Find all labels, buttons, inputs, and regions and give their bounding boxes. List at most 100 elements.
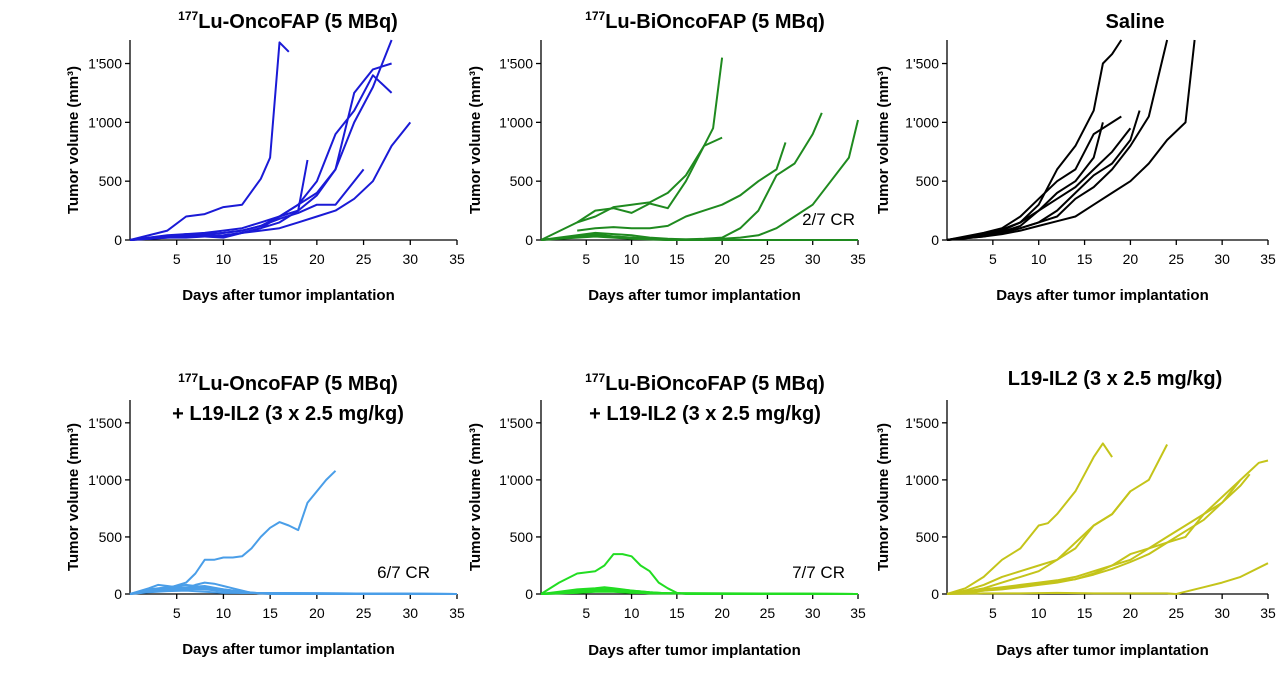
y-tick-label: 500 — [99, 173, 123, 189]
series-line-1 — [946, 442, 1113, 595]
x-tick-label: 30 — [402, 605, 418, 621]
chart-title-line2: + L19-IL2 (3 x 2.5 mg/kg) — [172, 403, 404, 425]
cr-annotation: 2/7 CR — [802, 210, 855, 229]
series-line-3 — [946, 490, 1132, 595]
x-tick-label: 25 — [1168, 251, 1184, 267]
x-tick-label: 35 — [850, 605, 866, 621]
series-line-5 — [946, 473, 1251, 595]
y-tick-label: 500 — [510, 529, 534, 545]
y-tick-label: 500 — [916, 173, 940, 189]
x-tick-label: 35 — [1260, 605, 1276, 621]
chart-title-superscript: 177 — [585, 9, 605, 23]
y-tick-label: 1'500 — [88, 415, 122, 431]
series-line-7 — [946, 562, 1269, 595]
chart-title-main: Saline — [1106, 11, 1165, 33]
y-axis-label: Tumor volume (mm³) — [467, 66, 484, 214]
chart-title-superscript: 177 — [585, 371, 605, 385]
chart-panel-4: 177Lu-OncoFAP (5 MBq) + L19-IL2 (3 x 2.5 … — [65, 371, 465, 658]
chart-panel-1: 177Lu-OncoFAP (5 MBq) 0 500 1'000 1'500 5 10 15… — [65, 9, 465, 304]
y-axis-label: Tumor volume (mm³) — [65, 66, 82, 214]
x-tick-label: 10 — [216, 605, 232, 621]
x-tick-label: 5 — [582, 251, 590, 267]
chart-title-main: Lu-OncoFAP (5 MBq) — [198, 11, 398, 33]
y-axis-label: Tumor volume (mm³) — [65, 423, 82, 571]
series-line-7 — [540, 235, 858, 241]
chart-title: 177Lu-BiOncoFAP (5 MBq) — [585, 9, 825, 33]
x-tick-label: 25 — [760, 605, 776, 621]
chart-panel-5: 177Lu-BiOncoFAP (5 MBq) + L19-IL2 (3 x 2.… — [467, 371, 866, 659]
series-line-1 — [540, 553, 858, 595]
series-line-6 — [946, 479, 1242, 595]
y-tick-label: 0 — [114, 232, 122, 248]
x-tick-label: 20 — [1123, 605, 1139, 621]
x-tick-label: 5 — [173, 251, 181, 267]
x-tick-label: 20 — [1123, 251, 1139, 267]
x-tick-label: 15 — [669, 251, 685, 267]
cr-annotation: 7/7 CR — [792, 563, 845, 582]
x-tick-label: 25 — [356, 605, 372, 621]
chart-title-main: L19-IL2 (3 x 2.5 mg/kg) — [1008, 368, 1223, 390]
y-tick-label: 1'000 — [88, 472, 122, 488]
chart-title-superscript: 177 — [178, 9, 198, 23]
y-tick-label: 0 — [931, 232, 939, 248]
y-tick-label: 0 — [525, 586, 533, 602]
x-axis-label: Days after tumor implantation — [588, 642, 801, 659]
x-axis-label: Days after tumor implantation — [182, 641, 395, 658]
x-tick-label: 10 — [1031, 605, 1047, 621]
y-tick-label: 0 — [114, 586, 122, 602]
x-axis-label: Days after tumor implantation — [996, 642, 1209, 659]
x-tick-label: 35 — [850, 251, 866, 267]
y-tick-label: 1'500 — [905, 56, 939, 72]
chart-title: L19-IL2 (3 x 2.5 mg/kg) — [1008, 368, 1223, 390]
y-tick-label: 1'000 — [905, 472, 939, 488]
series-line-1 — [129, 41, 290, 241]
x-tick-label: 30 — [402, 251, 418, 267]
series-line-2 — [946, 444, 1168, 595]
series-line-4 — [946, 459, 1269, 595]
series-line-3 — [577, 142, 787, 232]
x-tick-label: 20 — [309, 251, 325, 267]
series-line-2 — [576, 136, 723, 224]
series-line-4 — [129, 62, 392, 241]
y-tick-label: 1'000 — [499, 472, 533, 488]
x-tick-label: 15 — [669, 605, 685, 621]
chart-title: 177Lu-OncoFAP (5 MBq) — [178, 371, 398, 395]
x-tick-label: 30 — [805, 251, 821, 267]
x-tick-label: 10 — [624, 251, 640, 267]
y-tick-label: 1'500 — [499, 56, 533, 72]
series-line-7 — [129, 121, 412, 241]
x-tick-label: 35 — [449, 251, 465, 267]
y-tick-label: 0 — [931, 586, 939, 602]
series-line-1 — [946, 115, 1122, 241]
series-line-2 — [946, 39, 1123, 241]
chart-title-superscript: 177 — [178, 371, 198, 385]
y-tick-label: 0 — [525, 232, 533, 248]
y-tick-label: 1'500 — [88, 56, 122, 72]
y-tick-label: 1'500 — [905, 415, 939, 431]
x-tick-label: 15 — [262, 251, 278, 267]
x-tick-label: 5 — [989, 251, 997, 267]
y-axis-label: Tumor volume (mm³) — [875, 423, 892, 571]
x-tick-label: 20 — [309, 605, 325, 621]
x-tick-label: 5 — [989, 605, 997, 621]
chart-title-main: Lu-BiOncoFAP (5 MBq) — [605, 373, 825, 395]
x-tick-label: 30 — [805, 605, 821, 621]
chart-panel-2: 177Lu-BiOncoFAP (5 MBq) 0 500 1'000 1'500 5 10… — [467, 9, 866, 304]
series-line-6 — [129, 168, 365, 241]
cr-annotation: 6/7 CR — [377, 563, 430, 582]
x-tick-label: 10 — [216, 251, 232, 267]
x-tick-label: 20 — [714, 605, 730, 621]
x-tick-label: 20 — [714, 251, 730, 267]
series-line-1 — [129, 470, 337, 595]
x-tick-label: 35 — [1260, 251, 1276, 267]
y-tick-label: 500 — [916, 529, 940, 545]
chart-title-main: Lu-BiOncoFAP (5 MBq) — [605, 11, 825, 33]
y-axis-label: Tumor volume (mm³) — [875, 66, 892, 214]
y-tick-label: 1'500 — [499, 415, 533, 431]
chart-title: 177Lu-BiOncoFAP (5 MBq) — [585, 371, 825, 395]
y-tick-label: 500 — [99, 529, 123, 545]
series-line-6 — [946, 39, 1196, 241]
chart-title: Saline — [1106, 11, 1165, 33]
y-axis-label: Tumor volume (mm³) — [467, 423, 484, 571]
